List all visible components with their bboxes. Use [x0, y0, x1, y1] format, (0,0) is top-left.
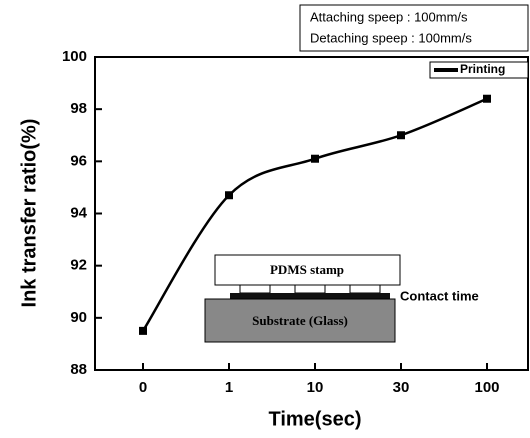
stamp	[214, 254, 401, 286]
marker	[483, 94, 491, 103]
stamp-tooth	[239, 284, 271, 294]
x-tick-label: 100	[474, 379, 499, 396]
x-tick-label: 30	[393, 379, 410, 396]
y-tick-label: 88	[70, 361, 87, 378]
line	[141, 97, 488, 332]
annotation-box	[299, 4, 529, 52]
y-tick-label: 90	[70, 309, 87, 326]
x-tick-label: 0	[139, 379, 147, 396]
marker	[311, 154, 319, 163]
inset-label: Contact time	[400, 288, 479, 303]
annotation: Detaching speep : 100mm/s	[310, 30, 472, 45]
x-tick-label: 1	[225, 379, 233, 396]
y-tick-label: 98	[70, 100, 87, 117]
y-tick-label: 100	[62, 48, 87, 65]
y-tick-label: 92	[70, 257, 87, 274]
legend-label: Printing	[460, 62, 505, 76]
annotation: Attaching speep : 100mm/s	[310, 9, 468, 24]
marker	[139, 326, 147, 335]
y-axis-label: Ink transfer ratio(%)	[18, 119, 40, 308]
inset: PDMS stamp Substrate (Glass) Contact tim…	[204, 254, 479, 343]
substrate-label: Substrate (Glass)	[252, 313, 348, 328]
legend-box	[429, 61, 529, 79]
stamp-tooth	[349, 284, 381, 294]
x-tick-label: 10	[307, 379, 324, 396]
stamp-tooth	[294, 284, 326, 294]
y-tick-label: 96	[70, 152, 87, 169]
marker	[397, 131, 405, 140]
stamp-label: PDMS stamp	[270, 262, 344, 277]
ink-layer	[230, 293, 390, 299]
x-axis-label: Time(sec)	[268, 408, 361, 430]
marker	[225, 191, 233, 200]
substrate	[204, 298, 396, 343]
y-tick-label: 94	[70, 204, 87, 221]
